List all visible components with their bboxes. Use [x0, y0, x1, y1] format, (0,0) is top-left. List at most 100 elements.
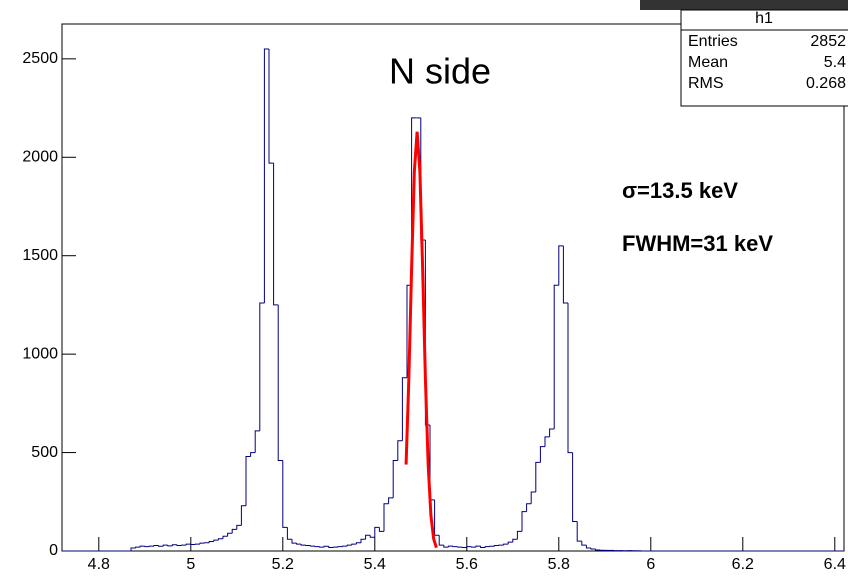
photo-crop — [640, 0, 848, 10]
y-tick-label: 1000 — [22, 345, 58, 362]
histogram-bin — [352, 544, 357, 545]
histogram-bin — [168, 545, 173, 546]
histogram-bin — [145, 546, 150, 547]
histogram-bin — [444, 545, 449, 547]
histogram-bin — [582, 541, 587, 545]
x-tick-label: 6.2 — [732, 556, 754, 573]
histogram-bin — [159, 545, 164, 546]
histogram-bin — [485, 547, 490, 548]
stats-value: 2852 — [810, 33, 846, 50]
y-tick-label: 2500 — [22, 50, 58, 67]
histogram-bin — [315, 546, 320, 547]
histogram-bin — [384, 504, 389, 532]
histogram-bin — [163, 545, 168, 546]
histogram-bin — [278, 305, 283, 461]
histogram-bin — [264, 49, 269, 303]
histogram-bin — [218, 539, 223, 540]
stats-label: RMS — [688, 75, 724, 92]
histogram-bin — [149, 546, 154, 547]
x-tick-label: 6.4 — [824, 556, 846, 573]
histogram-bin — [536, 462, 541, 492]
histogram-bin — [586, 545, 591, 548]
fit-curve — [406, 132, 436, 548]
histogram-bin — [140, 546, 145, 547]
histogram-bin — [237, 525, 242, 529]
histogram-bin — [504, 544, 509, 545]
histogram-bin — [476, 546, 481, 547]
histogram-bin — [393, 460, 398, 497]
histogram-bin — [343, 546, 348, 547]
histogram-bin — [522, 512, 527, 532]
histogram-bin — [172, 545, 177, 546]
histogram-bin — [554, 285, 559, 429]
x-tick-label: 6 — [646, 556, 655, 573]
histogram-bin — [274, 163, 279, 305]
x-tick-label: 5 — [186, 556, 195, 573]
x-tick-label: 4.8 — [88, 556, 110, 573]
histogram-bin — [356, 543, 361, 544]
histogram-bin — [453, 546, 458, 547]
histogram-bin — [251, 453, 256, 457]
histogram-bin — [467, 547, 472, 548]
histogram-bin — [154, 545, 159, 546]
histogram-bin — [186, 544, 191, 545]
histogram-bin — [283, 460, 288, 527]
histogram-bin — [563, 246, 568, 303]
x-tick-label: 5.4 — [364, 556, 386, 573]
x-tick-label: 5.2 — [272, 556, 294, 573]
histogram-bin — [577, 521, 582, 541]
histogram-bin — [439, 535, 444, 545]
histogram-bin — [310, 545, 315, 546]
histogram-bin — [301, 544, 306, 545]
histogram-bin — [550, 429, 555, 437]
histogram-bin — [508, 542, 513, 544]
histogram-bin — [379, 527, 384, 531]
histogram-bin — [329, 546, 334, 547]
histogram-bin — [136, 547, 141, 548]
histogram-bin — [241, 506, 246, 526]
histogram-bin — [260, 303, 265, 431]
histogram-bin — [375, 527, 380, 537]
histogram-bin — [297, 543, 302, 544]
y-tick-label: 500 — [31, 444, 58, 461]
histogram-bin — [389, 498, 394, 504]
histogram-bin — [232, 529, 237, 533]
histogram-bin — [209, 542, 214, 543]
histogram-bin — [448, 546, 453, 547]
histogram-bin — [559, 246, 564, 285]
annotation: FWHM=31 keV — [622, 231, 773, 256]
stats-value: 0.268 — [806, 75, 846, 92]
histogram-bin — [527, 504, 532, 512]
histogram-bin — [370, 535, 375, 537]
x-tick-label: 5.8 — [548, 556, 570, 573]
x-tick-label: 5.6 — [456, 556, 478, 573]
histogram-bin — [513, 539, 518, 542]
chart-title: N side — [389, 51, 491, 92]
histogram-bin — [200, 543, 205, 544]
histogram-bin — [228, 533, 233, 536]
histogram-bin — [223, 536, 228, 539]
histogram-bin — [494, 545, 499, 546]
histogram-bin — [596, 549, 601, 550]
histogram-bin — [540, 447, 545, 463]
stats-label: Entries — [688, 33, 738, 50]
histogram-bin — [177, 545, 182, 546]
histogram-bin — [255, 431, 260, 453]
histogram-bin — [292, 539, 297, 543]
histogram-bin — [366, 535, 371, 539]
histogram-bin — [361, 539, 366, 543]
histogram-bin — [246, 457, 251, 506]
histogram-bin — [269, 49, 274, 163]
histogram-bin — [531, 492, 536, 504]
histogram-bin — [324, 546, 329, 547]
y-tick-label: 1500 — [22, 247, 58, 264]
annotation: σ=13.5 keV — [622, 178, 738, 203]
histogram-bin — [481, 546, 486, 547]
stats-value: 5.4 — [824, 54, 846, 71]
histogram-bin — [398, 441, 403, 461]
histogram-bin — [573, 453, 578, 522]
histogram-bin — [214, 540, 219, 541]
y-tick-label: 2000 — [22, 148, 58, 165]
histogram-bin — [287, 527, 292, 539]
